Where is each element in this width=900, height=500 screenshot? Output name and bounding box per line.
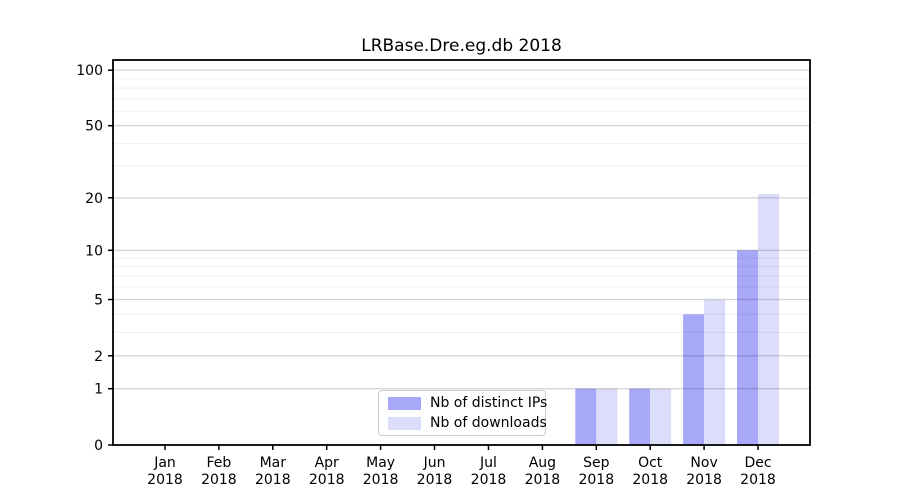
legend-item-distinct-ips: Nb of distinct IPs — [388, 395, 547, 411]
y-tick-label: 20 — [85, 191, 103, 207]
x-tick-label-month: Mar — [260, 455, 287, 471]
y-tick-label: 1 — [94, 382, 103, 398]
x-tick-label-month: Feb — [207, 455, 232, 471]
y-tick-label: 2 — [94, 349, 103, 365]
x-tick-label-month: Apr — [315, 455, 339, 471]
x-tick-label-month: Dec — [744, 455, 771, 471]
legend-label-distinct-ips: Nb of distinct IPs — [430, 395, 548, 411]
x-tick-label-month: Jan — [153, 455, 176, 471]
x-tick-label-year: 2018 — [686, 472, 722, 488]
bar-downloads-sep — [596, 388, 618, 445]
x-tick-label-year: 2018 — [201, 472, 237, 488]
x-tick-label-year: 2018 — [255, 472, 291, 488]
legend-swatch-downloads — [388, 416, 421, 430]
x-tick-label-year: 2018 — [417, 472, 453, 488]
x-tick-label-year: 2018 — [471, 472, 507, 488]
x-tick-label-year: 2018 — [147, 472, 183, 488]
y-tick-label: 5 — [94, 293, 103, 309]
bar-downloads-nov — [704, 299, 726, 445]
x-tick-label-month: Nov — [690, 455, 717, 471]
x-tick-label-month: Oct — [638, 455, 663, 471]
legend-label-downloads: Nb of downloads — [430, 415, 547, 431]
x-tick-label-month: Aug — [529, 455, 556, 471]
plot-border — [112, 59, 811, 446]
x-tick-label-month: Sep — [583, 455, 610, 471]
x-tick-label-year: 2018 — [740, 472, 776, 488]
chart-title: LRBase.Dre.eg.db 2018 — [361, 36, 562, 56]
legend-swatch-distinct-ips — [388, 396, 421, 410]
x-tick-label-month: Jul — [479, 455, 497, 471]
y-tick-label: 0 — [94, 438, 103, 454]
bar-distinct-ips-sep — [575, 388, 597, 445]
x-tick-label-year: 2018 — [632, 472, 668, 488]
x-tick-label-year: 2018 — [363, 472, 399, 488]
y-tick-label: 100 — [76, 63, 103, 79]
x-tick-label-month: May — [366, 455, 395, 471]
x-tick-label-year: 2018 — [309, 472, 345, 488]
x-tick-label-month: Jun — [423, 455, 446, 471]
bar-downloads-oct — [650, 388, 672, 445]
x-tick-label-year: 2018 — [525, 472, 561, 488]
bar-distinct-ips-oct — [629, 388, 651, 445]
y-tick-label: 50 — [85, 119, 103, 135]
bar-downloads-dec — [758, 194, 779, 445]
y-tick-label: 10 — [85, 243, 103, 259]
x-tick-label-year: 2018 — [578, 472, 614, 488]
bar-distinct-ips-dec — [737, 250, 758, 445]
legend-item-downloads: Nb of downloads — [388, 415, 547, 431]
bar-distinct-ips-nov — [683, 314, 705, 445]
chart-legend: Nb of distinct IPs Nb of downloads — [378, 390, 547, 436]
